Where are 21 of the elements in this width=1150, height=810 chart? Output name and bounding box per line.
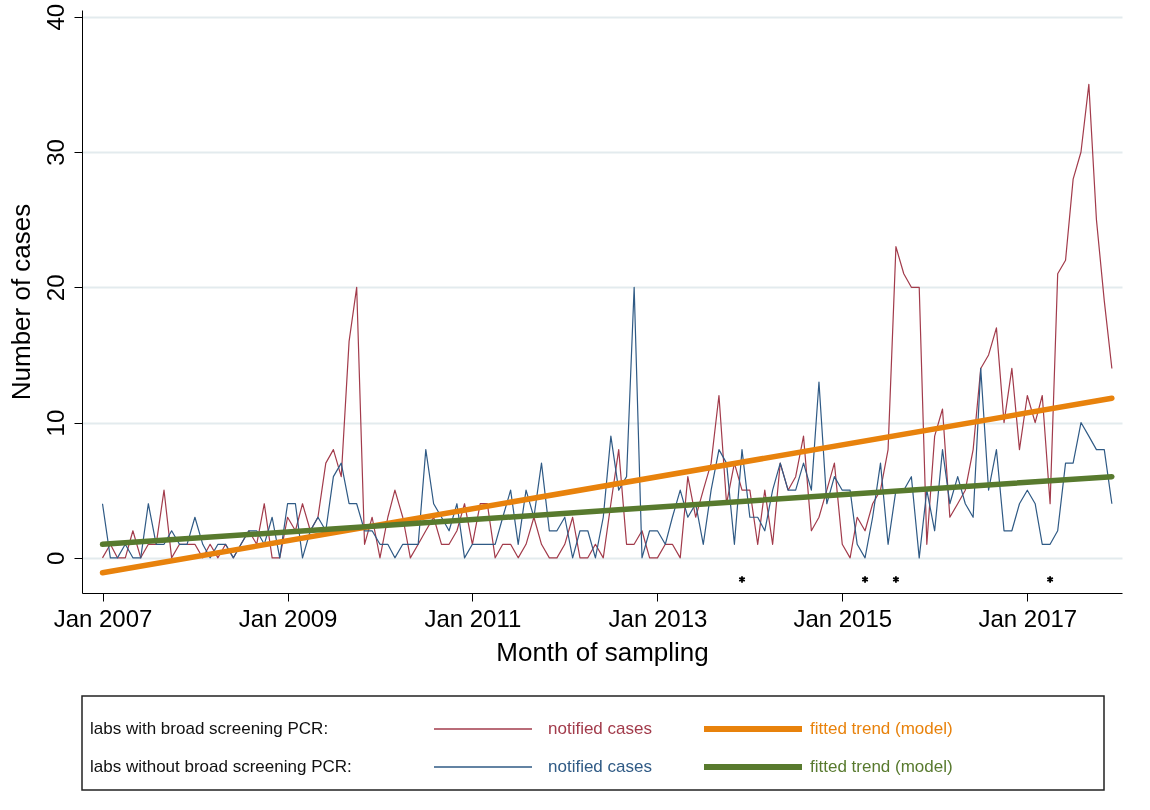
text: notified cases <box>548 757 652 776</box>
text: labs with broad screening PCR: <box>90 719 329 738</box>
x-tick-label: Jan 2009 <box>238 604 338 632</box>
x-tick-label: Jan 2007 <box>53 604 153 632</box>
text: labs without broad screening PCR: <box>90 757 352 776</box>
y-tick-label: 0 <box>41 551 69 566</box>
x-tick-label: Jan 2011 <box>424 604 522 632</box>
x-tick-label: Jan 2013 <box>608 604 708 632</box>
x-tick-label: Jan 2015 <box>793 604 893 632</box>
y-tick-label: 20 <box>41 274 69 302</box>
y-tick-label: 30 <box>41 139 69 166</box>
text: fitted trend (model) <box>810 757 953 776</box>
text: fitted trend (model) <box>810 719 953 738</box>
y-tick-label: 40 <box>41 3 69 31</box>
text: notified cases <box>548 719 652 738</box>
y-tick-label: 10 <box>41 409 69 437</box>
x-tick-label: Jan 2017 <box>978 604 1078 632</box>
x-axis-title: Month of sampling <box>496 636 709 667</box>
y-axis-title: Number of cases <box>5 203 36 401</box>
line-series <box>101 83 1113 559</box>
line-series <box>101 286 1113 559</box>
